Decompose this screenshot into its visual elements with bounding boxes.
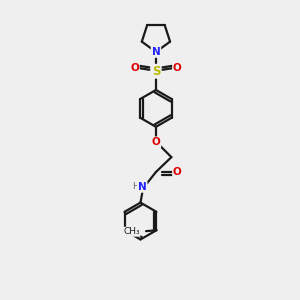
Text: H: H — [132, 182, 139, 191]
Text: O: O — [130, 63, 139, 73]
Text: N: N — [152, 47, 160, 57]
Text: CH₃: CH₃ — [124, 227, 140, 236]
Text: O: O — [152, 137, 160, 147]
Text: O: O — [173, 63, 182, 73]
Text: O: O — [173, 167, 182, 177]
Text: N: N — [138, 182, 147, 192]
Text: S: S — [152, 65, 160, 78]
